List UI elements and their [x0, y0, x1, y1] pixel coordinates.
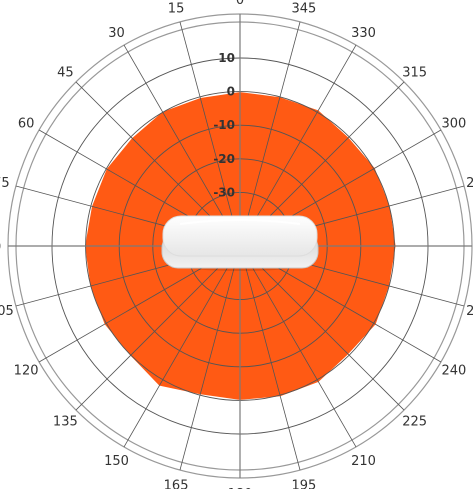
angle-tick-label: 225 — [402, 415, 427, 430]
grid-spoke — [253, 81, 405, 233]
grid-spoke — [75, 81, 227, 233]
angle-tick-label: 255 — [466, 304, 473, 319]
grid-spoke — [249, 44, 357, 229]
grid-spoke — [257, 255, 442, 363]
angle-tick-label: 30 — [108, 26, 125, 41]
angle-tick-label: 60 — [18, 117, 35, 132]
access-point-device-image — [161, 215, 319, 271]
grid-spoke — [38, 255, 223, 363]
angle-tick-label: 315 — [402, 65, 427, 80]
angle-tick-label: 165 — [164, 479, 189, 489]
grid-spoke — [75, 259, 227, 411]
angle-tick-label: 45 — [57, 65, 74, 80]
angle-tick-label: 75 — [0, 176, 10, 191]
radial-tick-label: 0 — [227, 85, 235, 99]
angle-tick-label: 210 — [351, 454, 376, 469]
angle-tick-label: 300 — [441, 117, 466, 132]
angle-tick-label: 15 — [168, 1, 185, 16]
radial-tick-label: 10 — [218, 51, 235, 65]
angle-tick-label: 120 — [14, 364, 39, 379]
grid-spoke — [123, 44, 231, 229]
angle-tick-label: 240 — [441, 364, 466, 379]
angle-tick-label: 90 — [0, 240, 1, 255]
angle-tick-label: 0 — [236, 0, 244, 8]
grid-spoke — [123, 263, 231, 448]
angle-tick-label: 195 — [292, 479, 317, 489]
device-top — [162, 215, 318, 257]
angle-tick-label: 105 — [0, 304, 14, 319]
radial-tick-label: -30 — [213, 185, 235, 199]
angle-tick-label: 345 — [292, 1, 317, 16]
angle-tick-label: 180 — [228, 487, 253, 489]
radial-tick-label: -20 — [213, 152, 235, 166]
device-highlight — [179, 219, 301, 225]
grid-spoke — [179, 21, 236, 227]
grid-spoke — [249, 263, 357, 448]
radial-tick-label: -10 — [213, 118, 235, 132]
grid-spoke — [244, 265, 301, 471]
grid-spoke — [179, 265, 236, 471]
angle-tick-label: 285 — [466, 176, 473, 191]
angle-tick-label: 330 — [351, 26, 376, 41]
grid-spoke — [253, 259, 405, 411]
angle-tick-label: 150 — [104, 454, 129, 469]
angle-tick-label: 135 — [53, 415, 78, 430]
grid-spoke — [244, 21, 301, 227]
